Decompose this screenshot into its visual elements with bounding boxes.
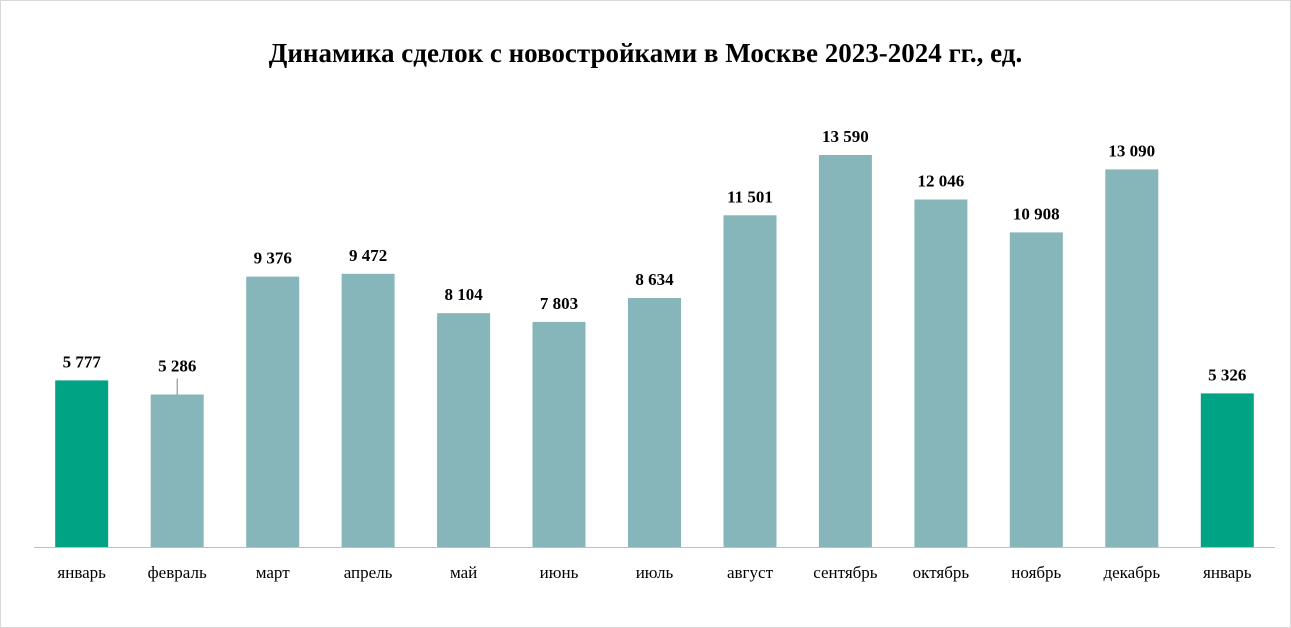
tick-label-12: январь (1203, 563, 1252, 582)
bar-7 (723, 215, 777, 548)
chart-title: Динамика сделок с новостройками в Москве… (268, 38, 1023, 68)
data-label-2: 9 376 (254, 249, 292, 268)
tick-label-8: сентябрь (813, 563, 878, 582)
tick-label-3: апрель (344, 563, 393, 582)
tick-label-5: июнь (540, 563, 579, 582)
bar-3 (341, 273, 395, 547)
data-label-4: 8 104 (444, 285, 483, 304)
bar-5 (532, 321, 586, 547)
bar-11 (1105, 169, 1159, 547)
bar-9 (914, 199, 968, 547)
data-label-12: 5 326 (1208, 365, 1246, 384)
data-label-0: 5 777 (63, 352, 102, 371)
data-label-8: 13 590 (822, 127, 869, 146)
bar-1 (150, 394, 204, 547)
data-label-1: 5 286 (158, 357, 196, 376)
bars-group (55, 155, 1254, 548)
data-labels-group: 5 777 5 286 9 376 9 472 8 104 7 803 8 634 11 50… (63, 127, 1246, 395)
tick-label-2: март (256, 563, 290, 582)
tick-label-1: февраль (148, 563, 207, 582)
bar-0 (55, 380, 109, 547)
data-label-7: 11 501 (727, 187, 773, 206)
tick-label-0: январь (57, 563, 106, 582)
tick-label-11: декабрь (1103, 563, 1160, 582)
data-label-6: 8 634 (635, 270, 674, 289)
tick-label-10: ноябрь (1011, 563, 1061, 582)
data-label-11: 13 090 (1108, 141, 1155, 160)
data-label-9: 12 046 (918, 172, 965, 191)
data-label-5: 7 803 (540, 294, 578, 313)
bar-8 (818, 155, 872, 547)
tick-labels-group: январь февраль март апрель май июнь июль август… (57, 563, 1251, 582)
tick-label-7: август (727, 563, 774, 582)
bar-12 (1200, 393, 1254, 547)
tick-label-4: май (450, 563, 477, 582)
data-label-10: 10 908 (1013, 204, 1060, 223)
bar-6 (628, 298, 681, 547)
tick-label-6: июль (636, 563, 674, 582)
bar-4 (437, 313, 491, 547)
bar-2 (246, 276, 300, 547)
data-label-3: 9 472 (349, 246, 387, 265)
tick-label-9: октябрь (913, 563, 970, 582)
bar-10 (1009, 232, 1063, 547)
